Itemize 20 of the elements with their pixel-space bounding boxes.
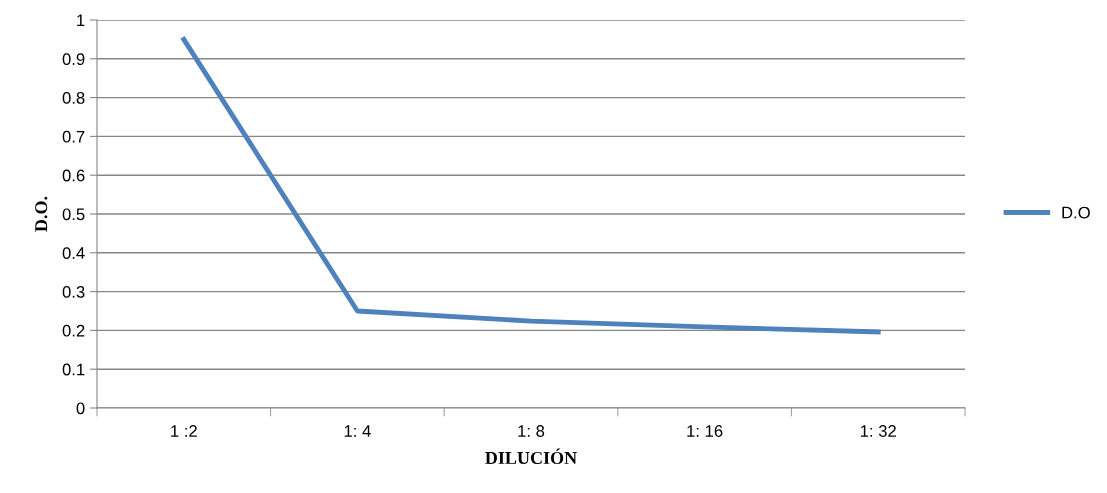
x-tick-label: 1: 32 xyxy=(860,425,896,437)
line-series xyxy=(181,36,881,335)
y-tick-label: 0.6 xyxy=(62,169,85,182)
y-tick-label: 0.4 xyxy=(62,247,85,259)
y-tick-label: 0.1 xyxy=(62,363,85,376)
y-tick-label: 0 xyxy=(76,402,85,415)
x-tick-label: 1 :2 xyxy=(171,425,197,437)
y-tick-label: 1 xyxy=(77,14,85,27)
y-tick-label: 0.5 xyxy=(62,208,85,221)
y-tick-label: 0.9 xyxy=(62,53,85,65)
y-tick-label: 0.2 xyxy=(62,324,85,337)
x-tick-label: 1: 4 xyxy=(344,425,371,437)
x-tick-label: 1: 16 xyxy=(687,425,723,437)
y-axis-title: D.O. xyxy=(35,196,48,232)
y-tick-label: 0.3 xyxy=(62,286,85,298)
x-axis-title: DILUCIÓN xyxy=(485,448,577,465)
y-tick-label: 0.8 xyxy=(62,92,85,104)
legend-label: D.O xyxy=(1062,206,1090,219)
x-tick-label: 1: 8 xyxy=(518,425,545,437)
y-tick-label: 0.7 xyxy=(62,130,85,143)
